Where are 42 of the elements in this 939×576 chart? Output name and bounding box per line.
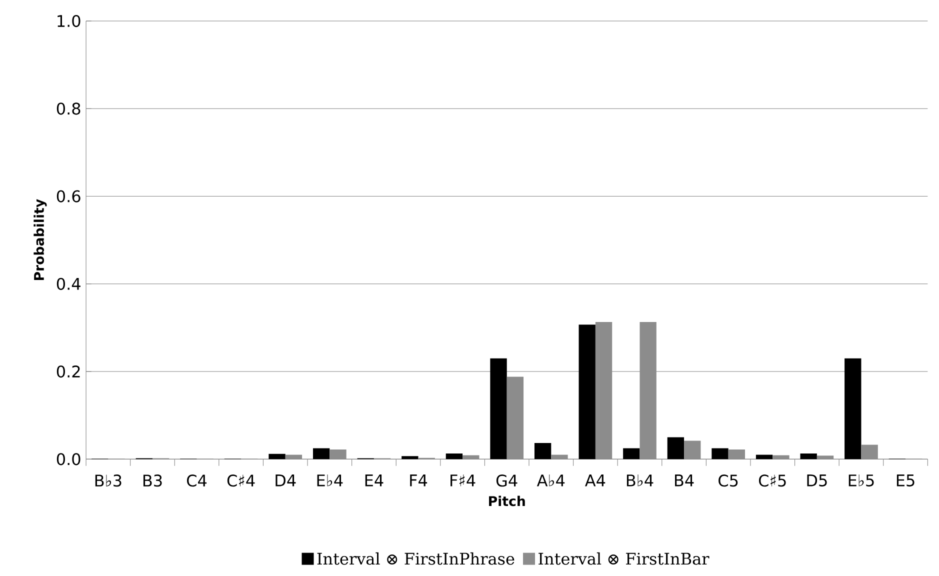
bar [800, 453, 817, 460]
bar [844, 358, 862, 460]
x-tick-label: F♯4 [450, 474, 476, 486]
bar [756, 454, 773, 460]
bar [623, 448, 640, 460]
legend-label: Interval ⊗ FirstInBar [538, 552, 710, 565]
x-tick-label: B3 [143, 474, 162, 487]
x-tick-label: E5 [896, 474, 914, 486]
bar [667, 437, 684, 460]
y-axis-title: Probability [34, 199, 47, 280]
bar [268, 454, 286, 460]
bar [578, 324, 596, 460]
bar [534, 442, 552, 460]
y-tick-label: 1.0 [58, 14, 80, 27]
y-tick-label: 0.0 [56, 453, 80, 466]
y-tick-label: 0.6 [56, 190, 80, 202]
x-tick-label: E♭4 [317, 474, 343, 486]
legend-label: Interval ⊗ FirstInPhrase [317, 552, 514, 565]
x-tick-label: A4 [585, 474, 606, 486]
x-tick-label: B4 [675, 474, 694, 486]
x-tick-label: C4 [186, 474, 207, 487]
x-tick-label: E4 [365, 474, 384, 486]
bar [312, 448, 330, 460]
x-tick-label: C♯4 [227, 474, 255, 487]
x-tick-label: D5 [807, 474, 827, 486]
y-tick-label: 0.8 [56, 102, 80, 115]
x-tick-label: F4 [410, 474, 428, 486]
x-tick-label: G4 [496, 474, 518, 487]
y-tick-label: 0.4 [56, 278, 80, 290]
x-tick-label: B♭4 [626, 474, 654, 486]
x-tick-label: C♯5 [758, 474, 786, 487]
x-tick-label: E♭5 [848, 474, 874, 486]
x-tick-label: B♭3 [95, 474, 122, 487]
x-tick-label: A♭4 [536, 474, 565, 486]
x-tick-label: C5 [718, 474, 738, 487]
bar [402, 456, 418, 460]
bar [712, 448, 728, 460]
y-tick-label: 0.2 [56, 365, 80, 378]
bar [490, 358, 507, 460]
x-axis-title: Pitch [489, 496, 525, 506]
bar [446, 453, 463, 460]
x-tick-label: D4 [276, 474, 296, 486]
